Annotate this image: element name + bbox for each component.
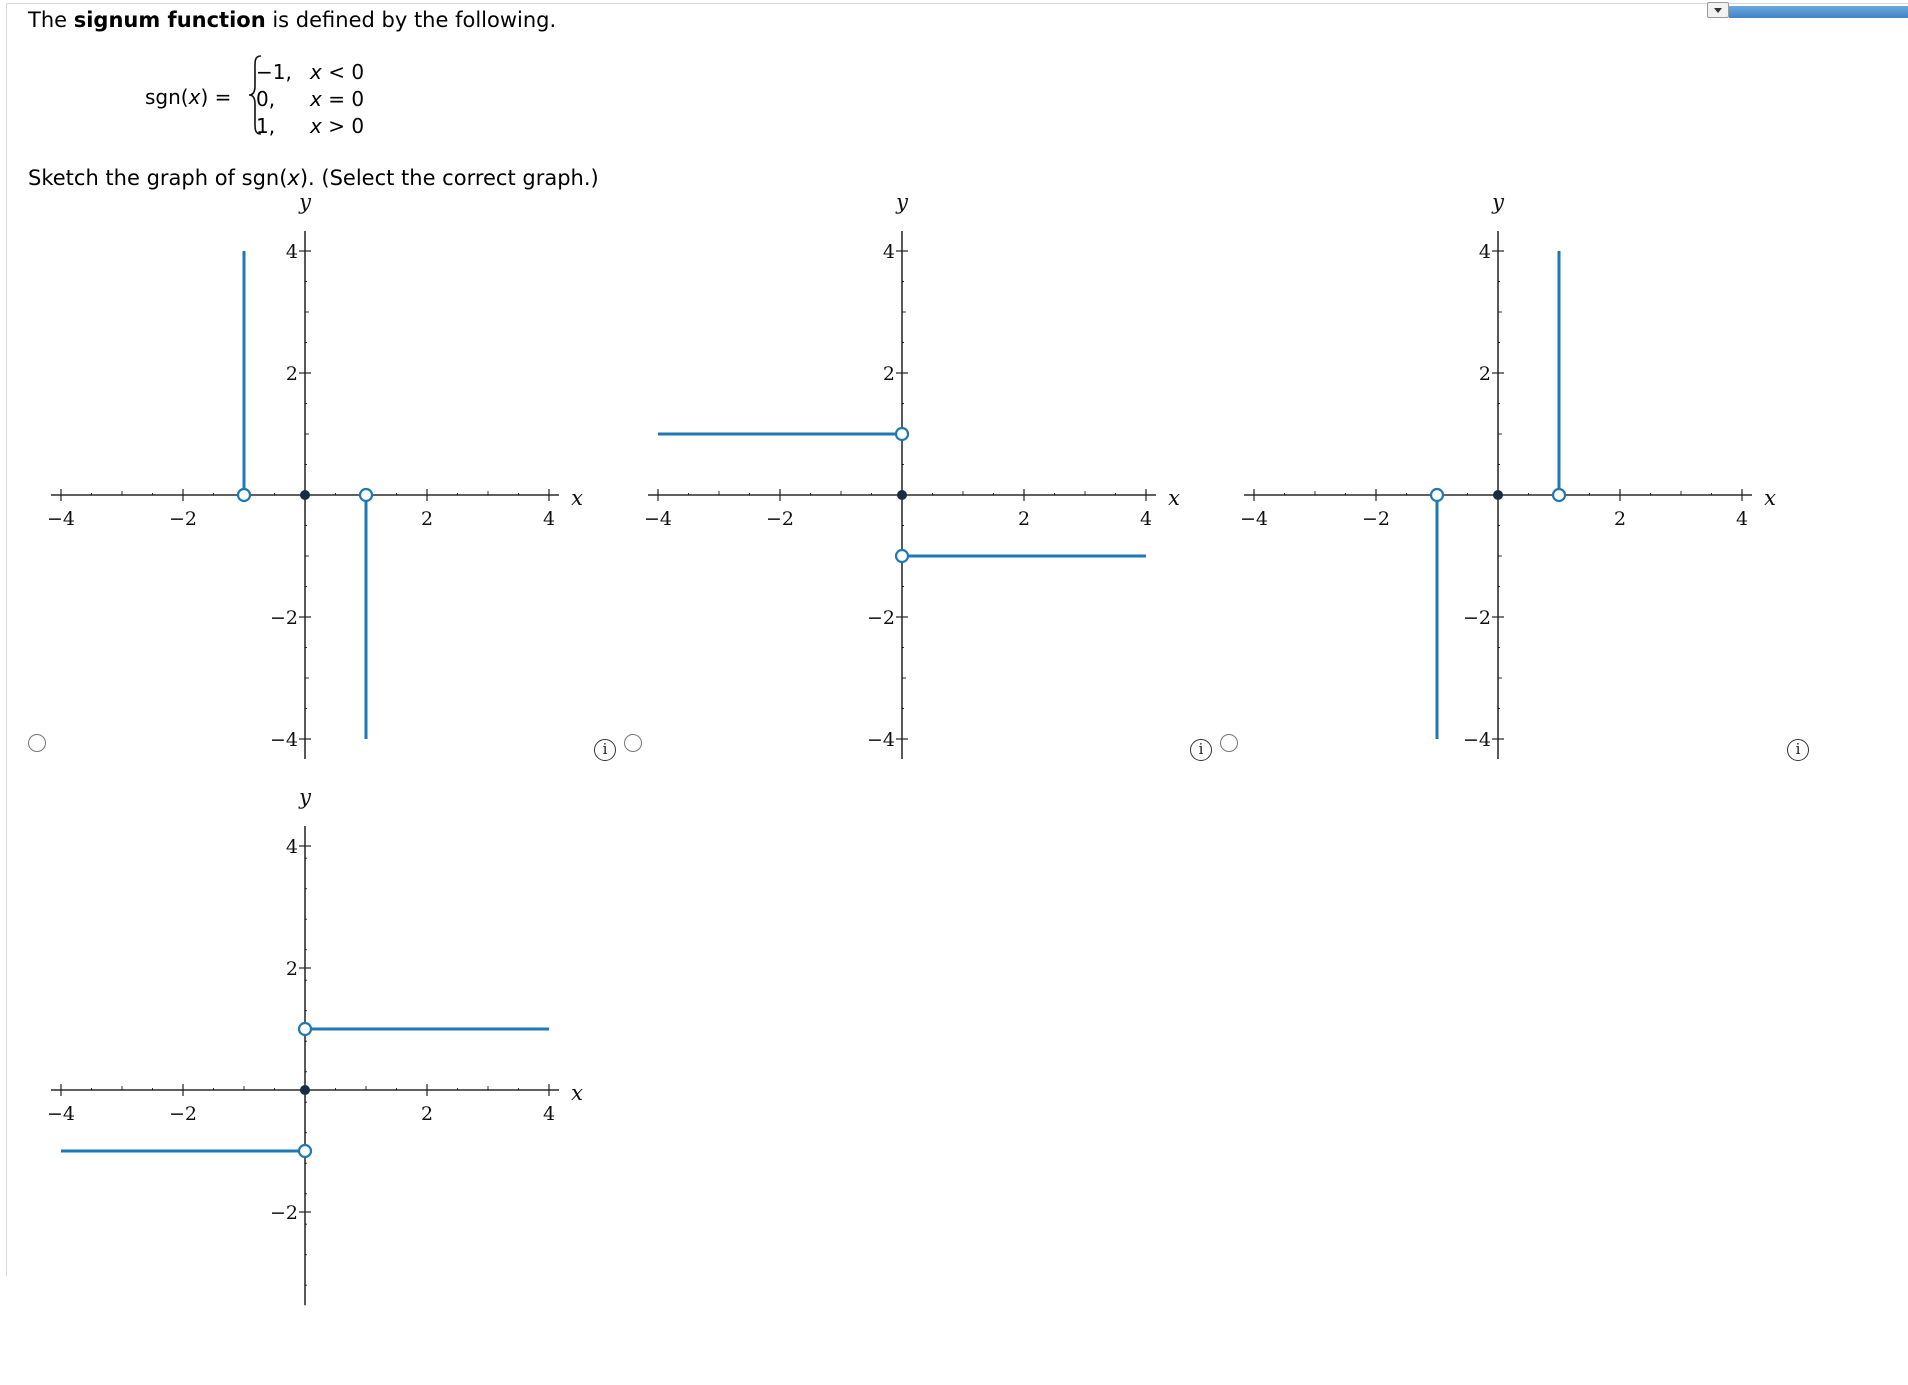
- x-tick-label: −2: [169, 508, 197, 530]
- y-tick-label: 2: [883, 363, 895, 385]
- graph-2-svg: −4 −2 2 4 4 2 −2 −4 x y: [644, 190, 1180, 759]
- closed-point: [897, 490, 907, 500]
- lhs-var: x: [188, 85, 201, 109]
- x-tick-label: 4: [1736, 508, 1748, 530]
- y-tick-label: 4: [286, 241, 298, 263]
- x-tick-label: −4: [47, 1103, 75, 1125]
- open-point: [236, 487, 252, 503]
- y-tick-label: −2: [270, 1202, 298, 1224]
- graph-option-1: −4 −2 2 4 4 2 −2 −4 x y: [40, 190, 640, 790]
- closed-point: [1493, 490, 1503, 500]
- graph-3-svg: −4 −2 2 4 4 2 −2 −4 x y: [1240, 190, 1776, 759]
- open-point: [358, 487, 374, 503]
- x-tick-label: −4: [47, 508, 75, 530]
- y-axis-label: y: [298, 190, 312, 214]
- graph-4-svg: −4 −2 2 4 4 2 −2 x y: [47, 785, 583, 1306]
- cond-var: x: [310, 60, 322, 84]
- y-tick-label: −4: [1463, 729, 1491, 751]
- open-point: [1551, 487, 1567, 503]
- frame-left-border: [6, 4, 7, 1276]
- y-tick-label: −4: [867, 729, 895, 751]
- case-condition-2: x = 0: [310, 87, 364, 111]
- definition-lhs: sgn(x) =: [145, 85, 231, 109]
- x-tick-label: 4: [543, 508, 555, 530]
- y-tick-label: −2: [867, 607, 895, 629]
- graph-option-4: −4 −2 2 4 4 2 −2 x y: [40, 785, 640, 1385]
- case-value-3: 1,: [256, 114, 276, 138]
- dropdown-toggle-icon[interactable]: [1707, 2, 1729, 18]
- y-axis-label: y: [895, 190, 909, 214]
- closed-point: [300, 1085, 310, 1095]
- intro-suffix: is defined by the following.: [265, 8, 557, 32]
- intro-prefix: The: [28, 8, 74, 32]
- x-axis-label: x: [571, 486, 583, 510]
- graph-option-3: −4 −2 2 4 4 2 −2 −4 x y: [1233, 190, 1833, 790]
- graph-1-svg: −4 −2 2 4 4 2 −2 −4 x y: [47, 190, 583, 759]
- x-axis-label: x: [571, 1081, 583, 1105]
- y-tick-label: 2: [286, 363, 298, 385]
- y-tick-label: 4: [883, 241, 895, 263]
- lhs-prefix: sgn(: [145, 85, 189, 109]
- prompt-prefix: Sketch the graph of sgn(: [28, 166, 288, 190]
- cond-var: x: [310, 114, 322, 138]
- header-bar: [1729, 6, 1908, 18]
- question-prompt: Sketch the graph of sgn(x). (Select the …: [28, 165, 599, 191]
- case-value-1: −1,: [256, 60, 292, 84]
- cond-rest: > 0: [321, 114, 365, 138]
- closed-point: [300, 490, 310, 500]
- open-point: [297, 1021, 313, 1037]
- case-condition-1: x < 0: [310, 60, 364, 84]
- x-axis-label: x: [1168, 486, 1180, 510]
- x-tick-label: −4: [1240, 508, 1268, 530]
- x-tick-label: −4: [644, 508, 672, 530]
- x-tick-label: −2: [766, 508, 794, 530]
- info-icon[interactable]: i: [1190, 739, 1212, 761]
- x-tick-label: 2: [1018, 508, 1030, 530]
- info-icon[interactable]: i: [594, 739, 616, 761]
- question-page: The signum function is defined by the fo…: [6, 2, 1908, 1306]
- intro-bold-term: signum function: [73, 8, 266, 32]
- frame-top-border: [6, 3, 1908, 4]
- open-point: [1429, 487, 1445, 503]
- prompt-var: x: [287, 166, 300, 190]
- option-3-radio[interactable]: [1220, 734, 1238, 752]
- lhs-suffix: ) =: [200, 85, 232, 109]
- open-point: [894, 548, 910, 564]
- x-tick-label: 4: [1140, 508, 1152, 530]
- x-tick-label: 2: [421, 508, 433, 530]
- y-axis-label: y: [1491, 190, 1505, 214]
- cond-rest: = 0: [321, 87, 365, 111]
- y-tick-label: −2: [270, 607, 298, 629]
- x-tick-label: −2: [1362, 508, 1390, 530]
- x-axis-label: x: [1764, 486, 1776, 510]
- brace-icon: [248, 55, 262, 135]
- case-value-2: 0,: [256, 87, 276, 111]
- cond-rest: < 0: [321, 60, 365, 84]
- y-tick-label: 4: [1479, 241, 1491, 263]
- x-tick-label: 2: [421, 1103, 433, 1125]
- y-tick-label: −4: [270, 729, 298, 751]
- option-1-radio[interactable]: [28, 734, 46, 752]
- x-tick-label: 4: [543, 1103, 555, 1125]
- y-tick-label: 4: [286, 836, 298, 858]
- open-point: [894, 426, 910, 442]
- x-tick-label: 2: [1614, 508, 1626, 530]
- prompt-suffix: ). (Select the correct graph.): [299, 166, 599, 190]
- case-condition-3: x > 0: [310, 114, 364, 138]
- option-2-radio[interactable]: [624, 734, 642, 752]
- info-icon[interactable]: i: [1787, 739, 1809, 761]
- y-tick-label: 2: [1479, 363, 1491, 385]
- question-intro: The signum function is defined by the fo…: [28, 7, 556, 33]
- x-tick-label: −2: [169, 1103, 197, 1125]
- open-point: [297, 1143, 313, 1159]
- y-axis-label: y: [298, 785, 312, 809]
- graph-option-2: −4 −2 2 4 4 2 −2 −4 x y: [637, 190, 1237, 790]
- y-tick-label: −2: [1463, 607, 1491, 629]
- cond-var: x: [310, 87, 322, 111]
- y-tick-label: 2: [286, 958, 298, 980]
